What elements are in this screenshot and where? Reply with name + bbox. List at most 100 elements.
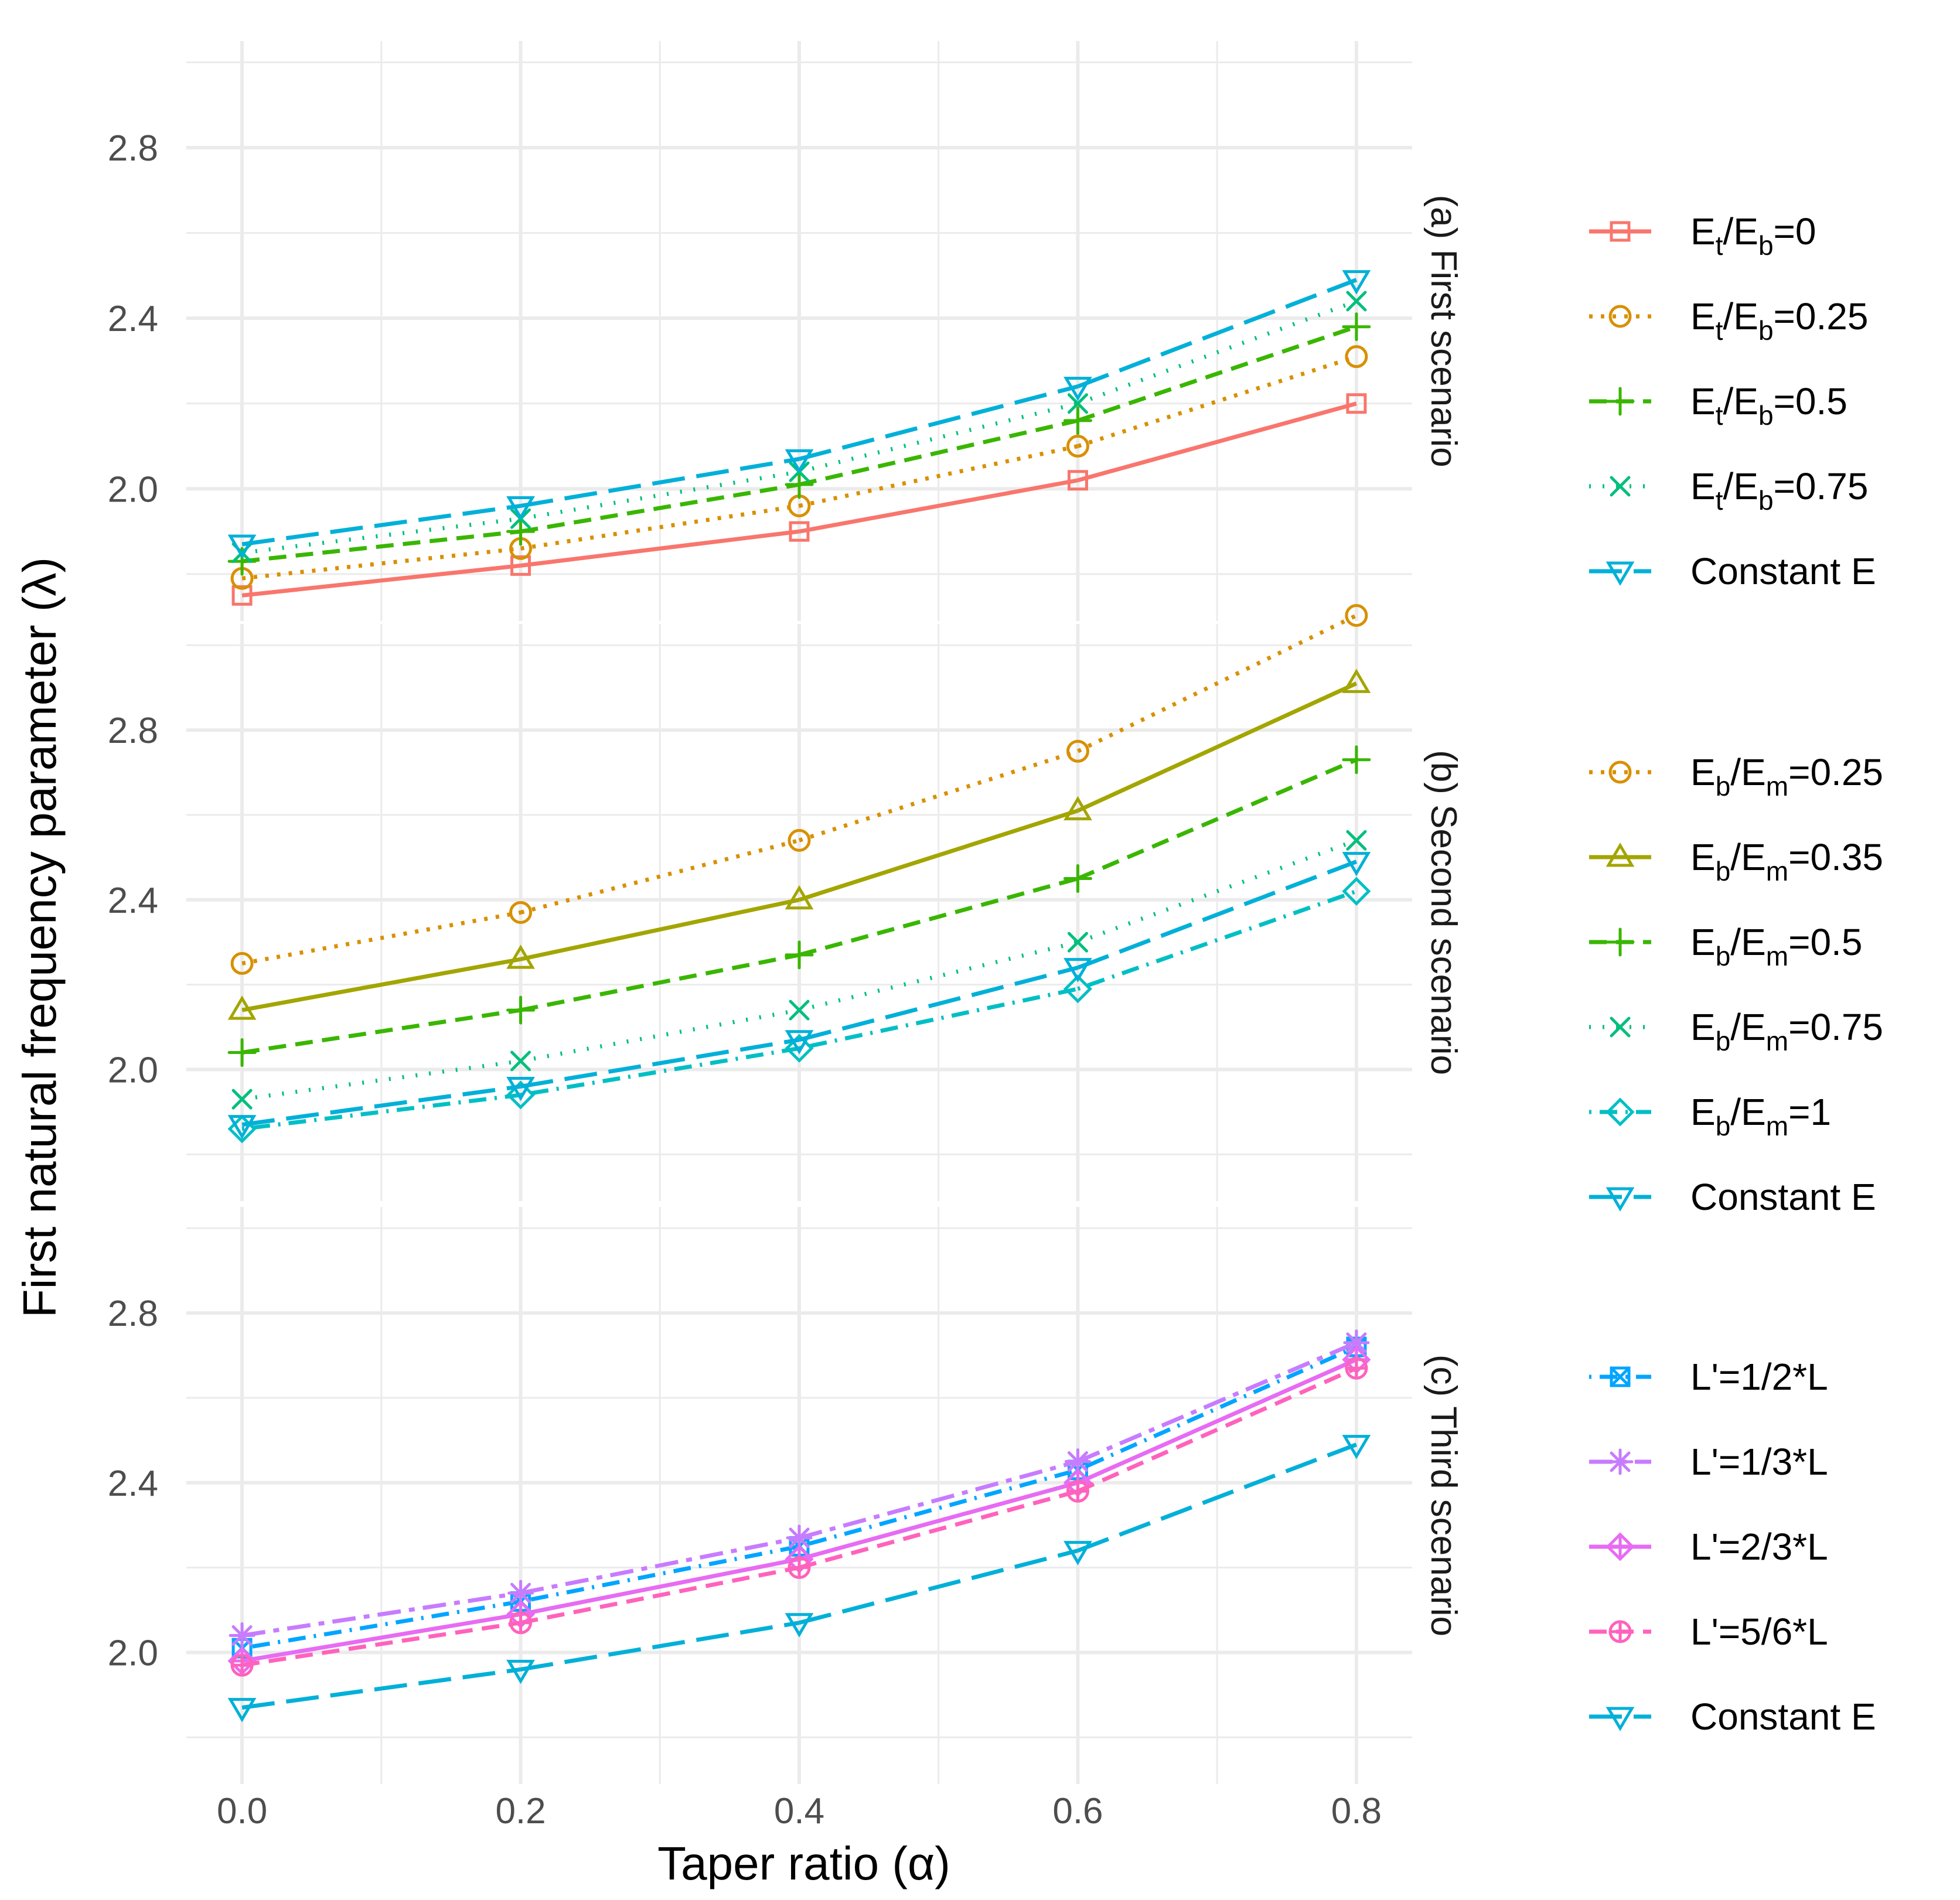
legend-item: Eb/Em=0.75 [1589, 1006, 1883, 1056]
data-point-marker [227, 1115, 257, 1140]
legend-label: L'=2/3*L [1690, 1526, 1828, 1568]
series-line-segment [520, 482, 800, 534]
data-point-marker [227, 1038, 257, 1067]
panel-3-strip-label: (c) Third scenario [1423, 1355, 1464, 1636]
x-tick-label: 0.2 [495, 1791, 546, 1831]
series-line-segment [241, 1093, 521, 1131]
series-line-segment [241, 1667, 521, 1710]
panel-3-grid [186, 1207, 1412, 1784]
data-point-marker [229, 1622, 255, 1649]
data-point-marker [227, 534, 257, 559]
legend-key-marker [1610, 221, 1631, 242]
legend-item: Constant E [1589, 1176, 1876, 1218]
x-tick-label: 0.0 [217, 1791, 267, 1831]
data-point-marker [1066, 739, 1089, 763]
series-line-segment [799, 1548, 1079, 1625]
series-line-segment [799, 478, 1079, 534]
series-line-segment [241, 503, 521, 547]
data-point-marker [785, 1030, 814, 1055]
series-line-segment [1077, 1357, 1358, 1485]
legend-label: Eb/Em=0.75 [1690, 1006, 1883, 1056]
data-point-marker [230, 1653, 254, 1677]
series-line-segment [799, 444, 1079, 508]
panel-2-series-3 [227, 745, 1371, 1067]
legend-item: Constant E [1589, 550, 1876, 592]
data-point-marker [506, 517, 536, 546]
data-point-marker [1345, 604, 1368, 627]
panel-2-strip-label: (b) Second scenario [1423, 750, 1464, 1075]
data-point-marker [1342, 668, 1371, 693]
legend-item: Et/Eb=0.75 [1589, 465, 1868, 516]
data-point-marker [1342, 745, 1371, 775]
data-point-marker [1063, 1541, 1092, 1565]
series-line-segment [520, 1557, 800, 1616]
series-line-segment [799, 876, 1079, 957]
legend-label: Et/Eb=0.25 [1690, 295, 1868, 346]
series-line-segment [241, 1084, 521, 1127]
data-point-marker [1066, 435, 1089, 458]
legend-item: Eb/Em=1 [1589, 1091, 1831, 1141]
y-tick-label: 2.8 [108, 128, 158, 169]
legend-item: L'=5/6*L [1589, 1611, 1828, 1653]
series-line-segment [1077, 299, 1358, 406]
legend-key-marker [1610, 1016, 1631, 1038]
data-point-marker [1346, 291, 1367, 312]
data-point-marker [1346, 393, 1367, 414]
data-point-marker [1063, 796, 1092, 821]
data-point-marker [1067, 932, 1088, 953]
legend-key-marker [1608, 1620, 1632, 1643]
data-point-marker [1063, 406, 1092, 435]
series-line-segment [799, 418, 1079, 487]
data-point-marker [227, 1698, 257, 1722]
series-line-segment [241, 529, 521, 564]
legend-item: Eb/Em=0.5 [1589, 921, 1862, 971]
series-line-segment [520, 503, 800, 551]
panel-1-strip-label: (a) First scenario [1423, 195, 1464, 467]
data-point-marker [1346, 830, 1367, 851]
legend-item: Et/Eb=0 [1589, 210, 1816, 261]
series-line-segment [1077, 1366, 1358, 1493]
x-tick-label: 0.8 [1331, 1791, 1382, 1831]
series-line-segment [520, 953, 800, 1012]
legend-key-marker [1608, 305, 1632, 328]
legend-label: Constant E [1690, 1176, 1876, 1218]
series-line-segment [520, 898, 800, 961]
legend-key-marker [1606, 1097, 1635, 1127]
series-line-segment [520, 1621, 800, 1672]
series-line-segment [241, 1008, 521, 1055]
data-point-marker [1067, 470, 1088, 491]
series-line-segment [1077, 889, 1358, 991]
data-point-marker [785, 885, 814, 910]
data-point-marker [785, 449, 814, 474]
y-tick-label: 2.4 [108, 1464, 158, 1504]
series-line-segment [799, 1481, 1079, 1561]
legend-label: Eb/Em=0.25 [1690, 751, 1883, 801]
x-tick-label: 0.6 [1052, 1791, 1103, 1831]
series-line-segment [799, 966, 1079, 1042]
legend-key-marker [1610, 476, 1631, 497]
data-layer [227, 270, 1371, 1722]
y-tick-label: 2.8 [108, 1294, 158, 1334]
legend-key-marker [1606, 387, 1635, 416]
series-line-segment [799, 1459, 1079, 1540]
panel-2-series-4 [231, 830, 1367, 1110]
data-point-marker [509, 901, 533, 924]
series-line-segment [798, 749, 1079, 842]
data-point-marker [506, 944, 535, 969]
legend-key-marker [1606, 561, 1635, 586]
data-point-marker [1342, 312, 1371, 342]
series-line-segment [799, 384, 1079, 461]
series-line-segment [1077, 354, 1357, 448]
data-point-marker [506, 995, 536, 1025]
series-line-segment [1077, 758, 1358, 881]
panel-3-series-4 [230, 1356, 1368, 1677]
data-point-marker [785, 1613, 814, 1638]
data-point-marker [786, 1524, 813, 1551]
legend-key-marker [1606, 1187, 1635, 1212]
data-point-marker [1063, 958, 1092, 983]
panel-2-series-2 [227, 668, 1371, 1020]
series-line-segment [520, 529, 800, 568]
data-point-marker [785, 1033, 814, 1063]
series-line-segment [520, 1038, 800, 1089]
